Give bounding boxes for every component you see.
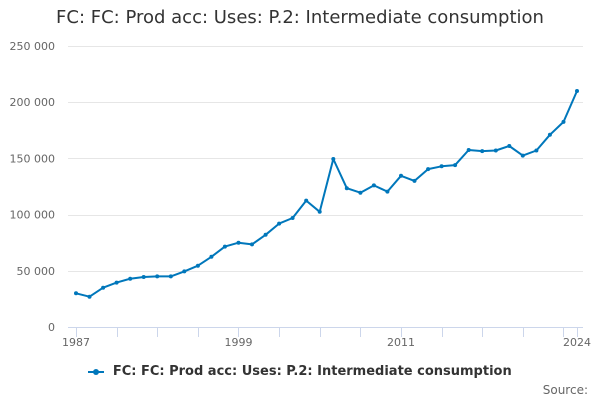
data-point[interactable]	[547, 132, 552, 137]
data-point[interactable]	[87, 294, 92, 299]
data-point[interactable]	[155, 274, 160, 279]
legend-label: FC: FC: Prod acc: Uses: P.2: Intermediat…	[112, 364, 512, 379]
data-point[interactable]	[480, 149, 485, 154]
x-tick-label: 2011	[387, 336, 415, 349]
data-point[interactable]	[385, 189, 390, 194]
data-point[interactable]	[222, 244, 227, 249]
data-point[interactable]	[209, 254, 214, 259]
source-label: Source:	[542, 383, 588, 397]
data-point[interactable]	[250, 242, 254, 247]
x-tick-label: 1999	[224, 336, 252, 349]
y-tick-label: 50 000	[17, 265, 56, 278]
y-tick-label: 250 000	[10, 40, 56, 53]
data-point[interactable]	[74, 291, 78, 296]
data-point[interactable]	[453, 163, 458, 168]
data-point[interactable]	[426, 167, 431, 172]
legend[interactable]: FC: FC: Prod acc: Uses: P.2: Intermediat…	[0, 364, 600, 379]
data-point[interactable]	[399, 173, 403, 178]
tick-labels: 0 50 000 100 000 150 000 200 000 250 000 1987 1…	[10, 40, 592, 349]
data-point[interactable]	[141, 275, 146, 279]
data-point[interactable]	[439, 164, 444, 169]
data-point[interactable]	[128, 276, 133, 281]
data-point[interactable]	[101, 285, 106, 290]
data-point[interactable]	[575, 89, 579, 93]
series-line	[75, 90, 578, 298]
y-tick-label: 0	[48, 321, 55, 334]
data-point[interactable]	[412, 178, 417, 183]
data-point[interactable]	[493, 148, 498, 153]
data-point[interactable]	[520, 153, 525, 158]
data-point[interactable]	[304, 198, 309, 203]
data-point[interactable]	[358, 190, 363, 195]
x-tick-label: 1987	[62, 336, 90, 349]
legend-symbol	[88, 367, 105, 377]
y-tick-label: 150 000	[10, 152, 56, 165]
data-point[interactable]	[331, 157, 336, 161]
data-point[interactable]	[263, 232, 268, 237]
data-point[interactable]	[561, 119, 566, 124]
grid-lines	[68, 46, 583, 272]
data-point[interactable]	[168, 274, 173, 279]
y-tick-label: 100 000	[10, 209, 56, 222]
data-point[interactable]	[507, 144, 512, 148]
data-point[interactable]	[344, 186, 349, 191]
data-point[interactable]	[317, 209, 322, 214]
data-point[interactable]	[114, 280, 119, 285]
x-tick-label: 2024	[563, 336, 591, 349]
data-point[interactable]	[290, 216, 295, 220]
data-point[interactable]	[371, 183, 376, 188]
data-point[interactable]	[534, 148, 539, 153]
data-point[interactable]	[195, 263, 200, 268]
chart-title: FC: FC: Prod acc: Uses: P.2: Intermediat…	[56, 7, 544, 28]
data-point[interactable]	[466, 148, 471, 152]
data-point[interactable]	[236, 240, 241, 245]
data-point[interactable]	[277, 221, 282, 226]
axes	[68, 327, 583, 337]
series-layer	[74, 89, 579, 299]
data-point[interactable]	[182, 269, 187, 274]
y-tick-label: 200 000	[10, 96, 56, 109]
